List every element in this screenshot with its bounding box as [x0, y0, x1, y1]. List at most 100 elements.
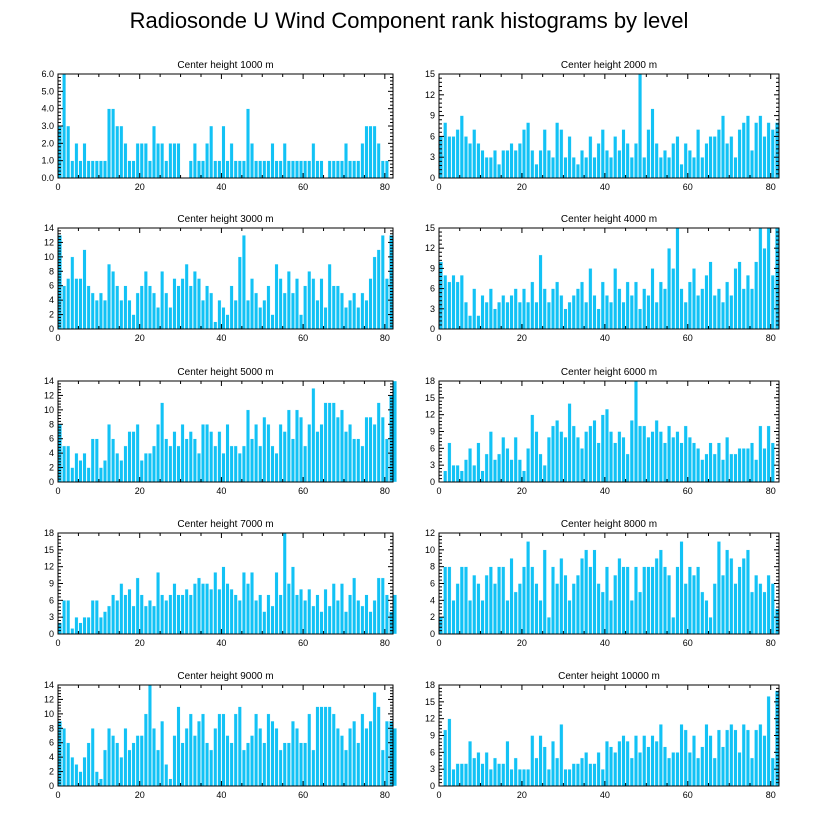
- x-tick-label: 80: [766, 182, 776, 192]
- bar: [172, 735, 177, 787]
- bar: [667, 574, 672, 635]
- bar: [168, 143, 173, 179]
- bar: [131, 431, 136, 483]
- bar: [758, 115, 763, 179]
- bar: [123, 143, 128, 179]
- bar: [559, 295, 564, 330]
- bar: [74, 764, 79, 787]
- bar: [600, 414, 605, 483]
- y-tick-label: 5.0: [41, 86, 54, 96]
- bar: [319, 424, 324, 483]
- bar: [725, 549, 730, 635]
- bar: [638, 752, 643, 787]
- bar: [455, 281, 460, 330]
- y-tick-label: 0: [49, 629, 54, 639]
- bar: [555, 420, 560, 483]
- bar: [642, 425, 647, 483]
- bar: [484, 301, 489, 330]
- bar: [127, 299, 132, 330]
- bar: [201, 424, 205, 483]
- x-tick-label: 20: [135, 333, 145, 343]
- bar: [184, 588, 189, 635]
- bar: [517, 301, 522, 330]
- bar: [229, 588, 234, 635]
- bar: [339, 409, 344, 483]
- bar: [339, 735, 344, 787]
- bar: [356, 742, 361, 787]
- bar: [671, 752, 676, 787]
- bar: [274, 728, 279, 787]
- bar: [319, 706, 324, 787]
- bar: [559, 724, 564, 787]
- bar: [258, 160, 263, 179]
- y-tick-label: 0: [430, 173, 435, 183]
- bar: [571, 583, 576, 635]
- bar: [613, 752, 618, 787]
- bar: [209, 292, 214, 330]
- bar: [526, 301, 531, 330]
- y-tick-label: 0: [430, 477, 435, 487]
- x-tick-label: 40: [216, 486, 226, 496]
- bar: [497, 301, 502, 330]
- bar: [290, 292, 295, 330]
- bar: [274, 263, 279, 330]
- y-tick-label: 6: [49, 281, 54, 291]
- bar: [526, 768, 531, 787]
- bar: [542, 464, 547, 483]
- bar: [217, 713, 222, 787]
- bar: [164, 600, 169, 635]
- y-tick-label: 0.0: [41, 173, 54, 183]
- y-tick-label: 14: [44, 223, 54, 233]
- bar: [168, 778, 173, 787]
- bar: [364, 416, 369, 483]
- y-tick-label: 0: [49, 324, 54, 334]
- bar: [696, 566, 701, 635]
- bar: [542, 129, 547, 179]
- y-tick-label: 9: [430, 731, 435, 741]
- bar: [209, 125, 214, 179]
- x-tick-label: 20: [135, 182, 145, 192]
- bar: [348, 424, 353, 483]
- bar: [286, 742, 291, 787]
- bar: [721, 115, 725, 179]
- bar: [331, 160, 336, 179]
- bar: [609, 431, 614, 483]
- bar: [621, 129, 626, 179]
- panel-1: Center height 1000 m 0 20 40 60 80 0.0 1.0 2.0 3.…: [41, 60, 394, 192]
- bar: [139, 594, 144, 635]
- y-tick-label: 0: [430, 324, 435, 334]
- bar: [463, 566, 468, 635]
- y-tick-label: 0: [49, 477, 54, 487]
- bar: [348, 160, 353, 179]
- bar: [119, 460, 124, 483]
- bar: [352, 720, 357, 787]
- bar: [551, 156, 555, 179]
- bar: [745, 448, 750, 483]
- bar: [646, 295, 651, 330]
- bar: [704, 143, 709, 179]
- bar: [233, 594, 238, 635]
- bar: [205, 424, 210, 483]
- bar: [575, 288, 580, 330]
- bar: [94, 438, 99, 483]
- y-tick-label: 6: [430, 579, 435, 589]
- bar: [307, 271, 312, 330]
- bar: [650, 735, 655, 787]
- bar: [229, 143, 234, 179]
- bar: [327, 706, 332, 787]
- bar: [683, 729, 688, 787]
- bar: [90, 292, 95, 330]
- y-tick-label: 2: [49, 767, 54, 777]
- bar: [278, 160, 283, 179]
- bar: [530, 281, 535, 330]
- bar: [625, 143, 630, 179]
- bar: [103, 160, 107, 179]
- bar: [497, 763, 502, 787]
- bar: [609, 746, 614, 787]
- bar: [290, 438, 295, 483]
- bar: [356, 438, 361, 483]
- bar: [493, 150, 497, 179]
- bar: [282, 143, 287, 179]
- bar: [766, 574, 771, 635]
- bar: [613, 442, 618, 483]
